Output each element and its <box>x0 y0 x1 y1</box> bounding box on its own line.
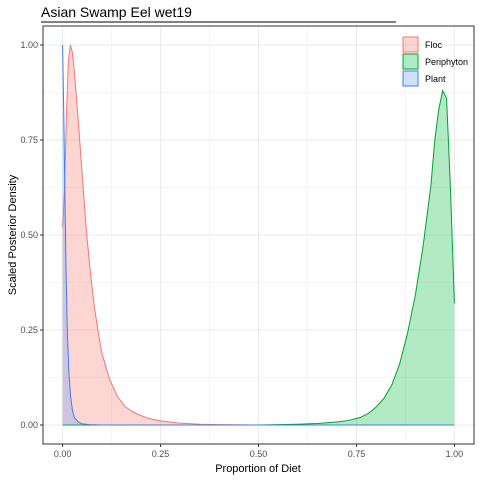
y-tick-label: 1.00 <box>20 40 38 50</box>
axis-layer: 0.00 0.25 0.50 0.75 1.00 0.00 0.25 0.50 0.75 1.00 <box>20 25 475 459</box>
x-tick-label: 0.00 <box>54 449 72 459</box>
y-tick-label: 0.00 <box>20 420 38 430</box>
panel-border <box>42 25 475 445</box>
legend: Floc Periphyton Plant <box>402 36 468 87</box>
x-tick-label: 0.25 <box>152 449 170 459</box>
series-layer <box>62 44 455 426</box>
x-axis-title: Proportion of Diet <box>215 463 301 475</box>
legend-key-floc <box>402 36 419 53</box>
y-tick-label: 0.75 <box>20 135 38 145</box>
series-area-periphyton <box>62 90 455 425</box>
x-tick-label: 0.75 <box>348 449 366 459</box>
legend-label-plant: Plant <box>425 74 446 84</box>
legend-label-periphyton: Periphyton <box>425 57 468 67</box>
grid-layer <box>43 26 474 444</box>
legend-key-plant <box>402 70 419 87</box>
series-line-plant <box>62 44 455 426</box>
x-tick-label: 0.50 <box>250 449 268 459</box>
series-area-floc <box>62 45 455 425</box>
y-axis-title: Scaled Posterior Density <box>7 174 19 295</box>
series-line-periphyton <box>62 89 455 426</box>
y-tick-label: 0.25 <box>20 325 38 335</box>
x-tick-label: 1.00 <box>446 449 464 459</box>
legend-label-floc: Floc <box>425 40 443 50</box>
y-tick-label: 0.50 <box>20 230 38 240</box>
chart-title: Asian Swamp Eel wet19 <box>41 4 192 20</box>
legend-key-periphyton <box>402 53 419 70</box>
